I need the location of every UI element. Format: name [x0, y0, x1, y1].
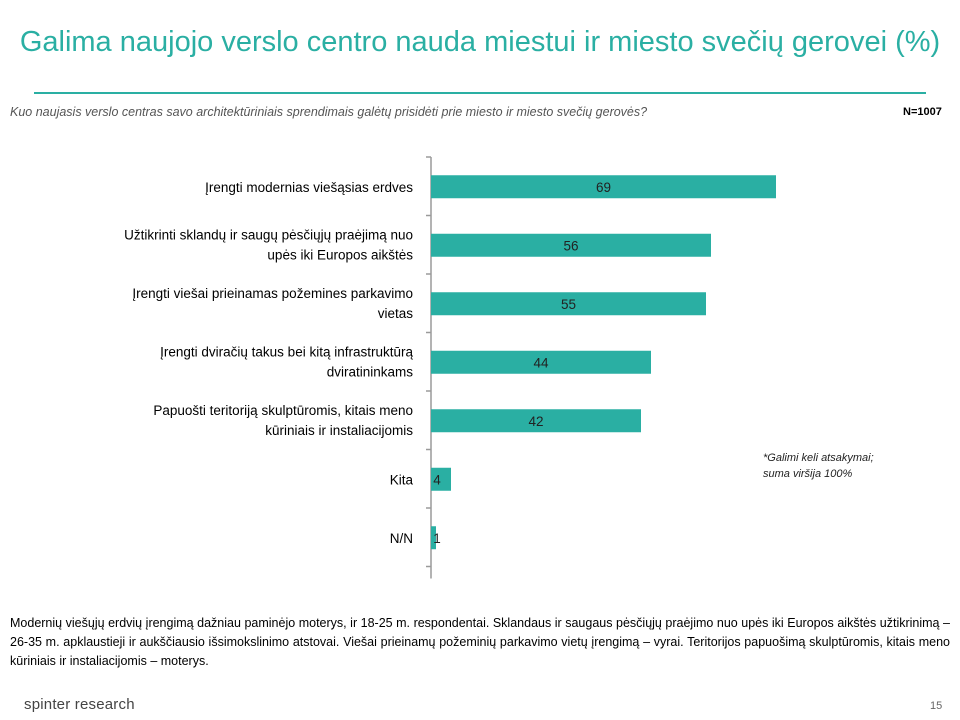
- category-label-line: Įrengti modernias viešąsias erdves: [205, 180, 413, 195]
- title-divider: [34, 92, 926, 94]
- category-label-line: N/N: [390, 531, 413, 546]
- category-label-6: N/N: [390, 531, 413, 546]
- category-label-line: Kita: [390, 472, 414, 487]
- page-title: Galima naujojo verslo centro nauda miest…: [19, 26, 941, 58]
- data-label-6: 1: [433, 531, 441, 546]
- bar-3: [431, 350, 651, 374]
- bar-0: [431, 175, 776, 199]
- company-logo: spinter research: [24, 696, 135, 713]
- data-label-0: 69: [596, 180, 611, 195]
- data-label-5: 4: [433, 472, 441, 487]
- data-label-3: 44: [533, 355, 549, 370]
- note-line-2: suma viršija 100%: [763, 468, 853, 480]
- bar-2: [431, 292, 706, 316]
- data-label-1: 56: [563, 238, 578, 253]
- category-label-1: Užtikrinti sklandų ir saugų pėsčiųjų pra…: [124, 227, 413, 262]
- bar-5: [431, 467, 451, 491]
- survey-question: Kuo naujasis verslo centras savo archite…: [10, 105, 648, 119]
- category-label-line: kūriniais ir instaliacijomis: [265, 423, 413, 438]
- category-label-line: dviratininkams: [327, 364, 414, 379]
- bar-4: [431, 409, 641, 433]
- multiple-answers-note: *Galimi keli atsakymai; suma viršija 100…: [763, 450, 943, 482]
- category-label-5: Kita: [390, 472, 414, 487]
- note-line-1: *Galimi keli atsakymai;: [763, 452, 874, 464]
- data-label-2: 55: [561, 297, 576, 312]
- data-label-4: 42: [528, 414, 543, 429]
- category-label-3: Įrengti dviračių takus bei kitą infrastr…: [160, 344, 413, 379]
- category-label-line: Papuošti teritoriją skulptūromis, kitais…: [153, 403, 413, 418]
- bar-1: [431, 233, 711, 257]
- category-label-2: Įrengti viešai prieinamas požemines park…: [132, 286, 413, 321]
- sample-size: N=1007: [903, 106, 942, 118]
- category-label-line: upės iki Europos aikštės: [267, 247, 413, 262]
- category-label-4: Papuošti teritoriją skulptūromis, kitais…: [153, 403, 413, 438]
- page-number: 15: [930, 700, 943, 712]
- bar-6: [431, 526, 436, 550]
- category-label-line: Užtikrinti sklandų ir saugų pėsčiųjų pra…: [124, 227, 413, 242]
- category-label-line: vietas: [378, 306, 414, 321]
- category-label-line: Įrengti viešai prieinamas požemines park…: [132, 286, 413, 301]
- category-label-line: Įrengti dviračių takus bei kitą infrastr…: [160, 344, 413, 359]
- bar-chart: 69 Įrengti modernias viešąsias erdves 56 Už…: [124, 156, 776, 579]
- summary-text: Modernių viešųjų erdvių įrengimą dažniau…: [10, 616, 950, 668]
- category-label-0: Įrengti modernias viešąsias erdves: [205, 180, 413, 195]
